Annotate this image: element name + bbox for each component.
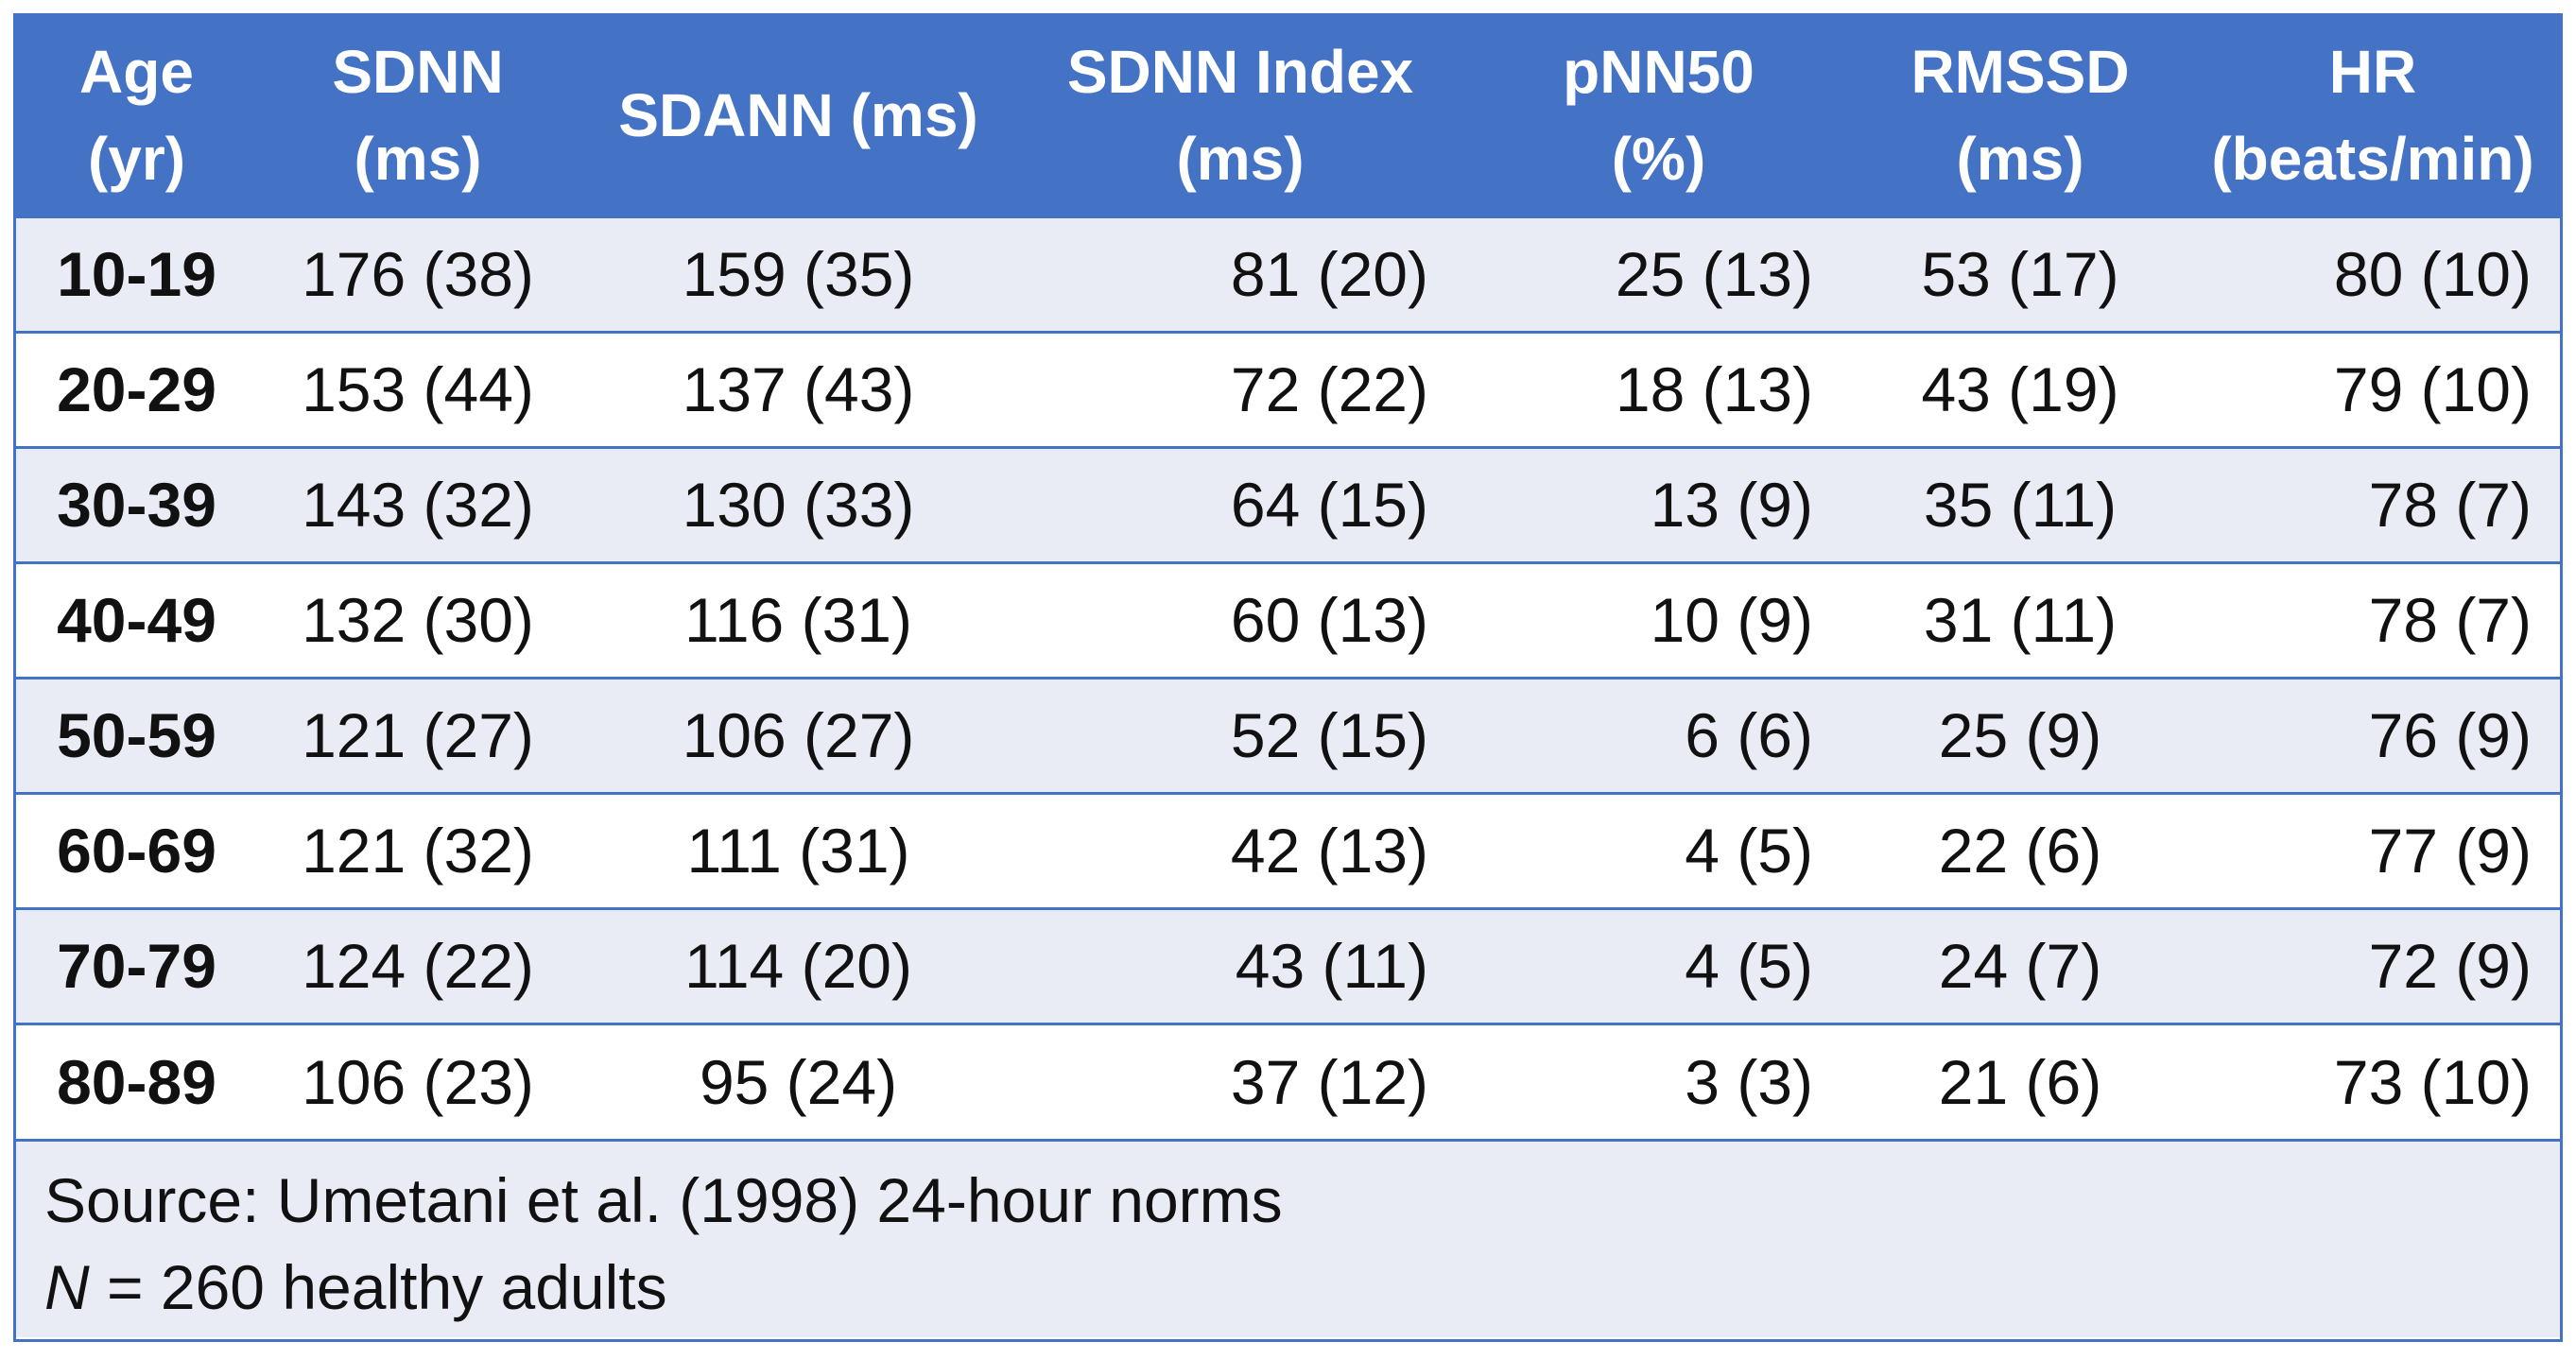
column-header-line: (ms) bbox=[354, 125, 482, 194]
column-header-rmssd: RMSSD (ms) bbox=[1855, 16, 2186, 216]
value-cell-pnn50: 4 (5) bbox=[1462, 906, 1855, 1024]
column-header-line: (ms) bbox=[1176, 125, 1305, 194]
value-cell-sdnn: 143 (32) bbox=[257, 445, 579, 562]
age-group-cell: 70-79 bbox=[16, 906, 257, 1024]
value-cell-sdann: 159 (35) bbox=[579, 215, 1018, 332]
footnote-n-text: = 260 healthy adults bbox=[89, 1252, 667, 1322]
value-cell-sdnn: 121 (32) bbox=[257, 791, 579, 908]
table-footnote: Source: Umetani et al. (1998) 24-hour no… bbox=[16, 1139, 2560, 1337]
value-cell-rmssd: 31 (11) bbox=[1855, 560, 2186, 678]
value-cell-hr: 72 (9) bbox=[2186, 906, 2560, 1024]
table-row: 70-79 124 (22) 114 (20) 43 (11) 4 (5) 24 (7) 7… bbox=[16, 906, 2560, 1024]
value-cell-sdann: 130 (33) bbox=[579, 445, 1018, 562]
value-cell-pnn50: 3 (3) bbox=[1462, 1022, 1855, 1139]
table-row: 40-49 132 (30) 116 (31) 60 (13) 10 (9) 31 (11… bbox=[16, 560, 2560, 678]
value-cell-sdnn: 153 (44) bbox=[257, 330, 579, 447]
data-table: Age (yr) SDNN (ms) SDANN (ms) SDNN Index (ms) p… bbox=[16, 16, 2560, 1139]
age-group-cell: 60-69 bbox=[16, 791, 257, 908]
column-header-sdnn-index: SDNN Index (ms) bbox=[1018, 16, 1462, 216]
value-cell-pnn50: 13 (9) bbox=[1462, 445, 1855, 562]
value-cell-rmssd: 24 (7) bbox=[1855, 906, 2186, 1024]
value-cell-sdann: 116 (31) bbox=[579, 560, 1018, 678]
value-cell-sdnn-index: 42 (13) bbox=[1018, 791, 1462, 908]
column-header-hr: HR (beats/min) bbox=[2186, 16, 2560, 216]
footnote-sample-size: N = 260 healthy adults bbox=[44, 1244, 2560, 1331]
value-cell-rmssd: 43 (19) bbox=[1855, 330, 2186, 447]
age-group-cell: 80-89 bbox=[16, 1022, 257, 1139]
column-header-line: SDNN bbox=[332, 38, 504, 107]
table-row: 30-39 143 (32) 130 (33) 64 (15) 13 (9) 35 (11… bbox=[16, 445, 2560, 562]
column-header-line: SDANN (ms) bbox=[618, 81, 978, 150]
hrv-norms-table: Age (yr) SDNN (ms) SDANN (ms) SDNN Index (ms) p… bbox=[13, 13, 2563, 1342]
column-header-line: (beats/min) bbox=[2211, 125, 2534, 194]
column-header-line: SDNN Index bbox=[1066, 38, 1414, 107]
value-cell-hr: 77 (9) bbox=[2186, 791, 2560, 908]
column-header-line: Age bbox=[79, 38, 194, 107]
value-cell-sdnn-index: 60 (13) bbox=[1018, 560, 1462, 678]
value-cell-rmssd: 35 (11) bbox=[1855, 445, 2186, 562]
value-cell-rmssd: 22 (6) bbox=[1855, 791, 2186, 908]
column-header-age: Age (yr) bbox=[16, 16, 257, 216]
value-cell-sdnn: 132 (30) bbox=[257, 560, 579, 678]
column-header-line: RMSSD bbox=[1910, 38, 2130, 107]
value-cell-hr: 78 (7) bbox=[2186, 560, 2560, 678]
column-header-line: pNN50 bbox=[1563, 38, 1755, 107]
table-body: 10-19 176 (38) 159 (35) 81 (20) 25 (13) 53 (1… bbox=[16, 215, 2560, 1139]
table-row: 60-69 121 (32) 111 (31) 42 (13) 4 (5) 22 (6) 7… bbox=[16, 791, 2560, 908]
value-cell-sdnn: 121 (27) bbox=[257, 676, 579, 793]
value-cell-hr: 79 (10) bbox=[2186, 330, 2560, 447]
value-cell-hr: 76 (9) bbox=[2186, 676, 2560, 793]
value-cell-sdnn-index: 72 (22) bbox=[1018, 330, 1462, 447]
table-row: 10-19 176 (38) 159 (35) 81 (20) 25 (13) 53 (1… bbox=[16, 215, 2560, 332]
value-cell-pnn50: 6 (6) bbox=[1462, 676, 1855, 793]
footnote-source: Source: Umetani et al. (1998) 24-hour no… bbox=[44, 1165, 1283, 1235]
value-cell-pnn50: 25 (13) bbox=[1462, 215, 1855, 332]
value-cell-pnn50: 18 (13) bbox=[1462, 330, 1855, 447]
value-cell-sdann: 114 (20) bbox=[579, 906, 1018, 1024]
value-cell-sdann: 111 (31) bbox=[579, 791, 1018, 908]
column-header-sdnn: SDNN (ms) bbox=[257, 16, 579, 216]
value-cell-rmssd: 53 (17) bbox=[1855, 215, 2186, 332]
value-cell-sdann: 137 (43) bbox=[579, 330, 1018, 447]
age-group-cell: 50-59 bbox=[16, 676, 257, 793]
value-cell-hr: 78 (7) bbox=[2186, 445, 2560, 562]
table-row: 50-59 121 (27) 106 (27) 52 (15) 6 (6) 25 (9) 7… bbox=[16, 676, 2560, 793]
value-cell-hr: 80 (10) bbox=[2186, 215, 2560, 332]
value-cell-sdann: 106 (27) bbox=[579, 676, 1018, 793]
value-cell-sdnn-index: 64 (15) bbox=[1018, 445, 1462, 562]
column-header-line: (yr) bbox=[87, 125, 186, 194]
value-cell-sdnn: 106 (23) bbox=[257, 1022, 579, 1139]
value-cell-pnn50: 4 (5) bbox=[1462, 791, 1855, 908]
footnote-n-symbol: N bbox=[44, 1252, 90, 1322]
value-cell-sdnn-index: 37 (12) bbox=[1018, 1022, 1462, 1139]
value-cell-sdann: 95 (24) bbox=[579, 1022, 1018, 1139]
column-header-line: (ms) bbox=[1956, 125, 2084, 194]
column-header-line: (%) bbox=[1611, 125, 1706, 194]
column-header-sdann: SDANN (ms) bbox=[579, 16, 1018, 216]
value-cell-sdnn: 176 (38) bbox=[257, 215, 579, 332]
age-group-cell: 20-29 bbox=[16, 330, 257, 447]
header-row: Age (yr) SDNN (ms) SDANN (ms) SDNN Index (ms) p… bbox=[16, 16, 2560, 216]
value-cell-hr: 73 (10) bbox=[2186, 1022, 2560, 1139]
column-header-pnn50: pNN50 (%) bbox=[1462, 16, 1855, 216]
age-group-cell: 40-49 bbox=[16, 560, 257, 678]
value-cell-sdnn-index: 52 (15) bbox=[1018, 676, 1462, 793]
value-cell-sdnn: 124 (22) bbox=[257, 906, 579, 1024]
value-cell-rmssd: 21 (6) bbox=[1855, 1022, 2186, 1139]
value-cell-pnn50: 10 (9) bbox=[1462, 560, 1855, 678]
value-cell-sdnn-index: 43 (11) bbox=[1018, 906, 1462, 1024]
value-cell-rmssd: 25 (9) bbox=[1855, 676, 2186, 793]
value-cell-sdnn-index: 81 (20) bbox=[1018, 215, 1462, 332]
column-header-line: HR bbox=[2328, 38, 2417, 107]
age-group-cell: 10-19 bbox=[16, 215, 257, 332]
age-group-cell: 30-39 bbox=[16, 445, 257, 562]
table-row: 20-29 153 (44) 137 (43) 72 (22) 18 (13) 43 (1… bbox=[16, 330, 2560, 447]
table-row: 80-89 106 (23) 95 (24) 37 (12) 3 (3) 21 (6) 73… bbox=[16, 1022, 2560, 1139]
